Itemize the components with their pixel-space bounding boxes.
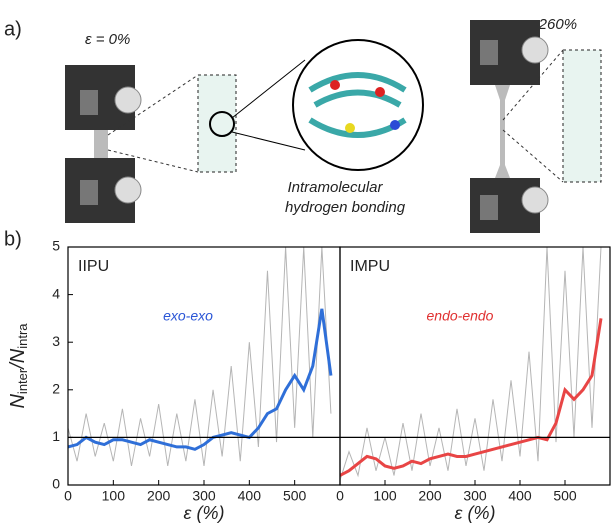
y-label-part: /N — [7, 348, 29, 371]
x-tick-label: 400 — [238, 488, 262, 504]
x-tick-label: 100 — [373, 488, 397, 504]
panel-b: 0 100 200 300 400 500 0 1 2 3 4 5 IIPU exo-exo ε (%) Ni… — [7, 238, 611, 523]
zoom-line — [502, 129, 564, 183]
zoom-line — [231, 59, 306, 119]
x-tick-label: 200 — [418, 488, 442, 504]
y-tick-label: 4 — [52, 285, 60, 301]
plot-frame — [339, 246, 611, 486]
annotation: endo-endo — [427, 308, 494, 324]
md-box — [197, 74, 237, 173]
data-line — [68, 247, 332, 467]
inset-circle — [292, 39, 424, 171]
zoom-circle — [209, 111, 235, 137]
y-tick-label: 3 — [52, 333, 60, 349]
zoom-line — [231, 131, 306, 151]
x-tick-label: 500 — [283, 488, 307, 504]
y-tick-label: 2 — [52, 381, 60, 397]
plot-frame — [67, 246, 341, 486]
inset-caption: hydrogen bonding — [285, 199, 406, 216]
specimen — [495, 85, 510, 178]
y-tick-label: 5 — [52, 238, 60, 254]
atom — [330, 80, 340, 90]
x-tick-label: 100 — [102, 488, 126, 504]
grip-knob — [521, 186, 549, 214]
data-line — [340, 318, 603, 477]
zoom-line — [107, 74, 199, 136]
specimen — [94, 130, 108, 158]
data-line — [68, 308, 333, 451]
x-tick-label: 300 — [192, 488, 216, 504]
y-tick-label: 0 — [52, 476, 60, 492]
x-axis-label: ε (%) — [184, 503, 225, 523]
annotation: exo-exo — [163, 308, 213, 324]
x-tick-label: 0 — [336, 488, 344, 504]
grip-slot — [80, 180, 98, 205]
y-label-part: N — [7, 394, 29, 409]
x-tick-label: 500 — [553, 488, 577, 504]
panel-label: a) — [4, 18, 22, 40]
data-line — [340, 247, 602, 481]
x-tick-label: 200 — [147, 488, 171, 504]
y-axis-label: Ninter/Nintra — [7, 323, 30, 409]
grip-knob — [521, 36, 549, 64]
atom — [390, 120, 400, 130]
x-tick-label: 400 — [508, 488, 532, 504]
y-label-part: inter — [15, 368, 30, 394]
grip-slot — [480, 40, 498, 65]
x-tick-label: 0 — [64, 488, 72, 504]
panel-label: b) — [4, 228, 22, 250]
grip-knob — [114, 86, 142, 114]
strain-label: ε = 0% — [85, 31, 130, 48]
x-axis-label: ε (%) — [455, 503, 496, 523]
panel-a-illustration: a) ε = 0% ε = 260% Intramolecular hydrog… — [4, 16, 602, 233]
y-label-part: intra — [15, 323, 30, 349]
inset-caption: Intramolecular — [287, 179, 383, 196]
chart-title: IMPU — [350, 258, 390, 275]
chart-title: IIPU — [78, 258, 109, 275]
grip-slot — [80, 90, 98, 115]
atom — [375, 87, 385, 97]
grip-slot — [480, 195, 498, 220]
y-tick-label: 1 — [52, 428, 60, 444]
x-tick-label: 300 — [463, 488, 487, 504]
grip-knob — [114, 176, 142, 204]
md-box — [562, 49, 602, 183]
atom — [345, 123, 355, 133]
